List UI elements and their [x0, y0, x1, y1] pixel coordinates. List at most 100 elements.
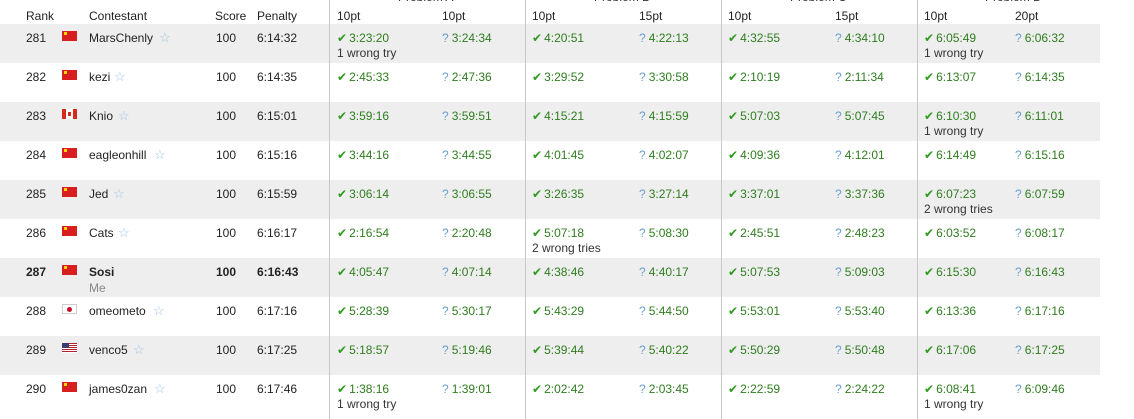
contestant-name[interactable]: Sosi [89, 265, 115, 279]
favorite-star-icon[interactable]: ☆ [154, 381, 166, 396]
unverified-cell[interactable]: ? 5:40:22 [639, 343, 689, 357]
contestant-name[interactable]: james0zan [89, 382, 148, 396]
contestant-name[interactable]: Cats [89, 226, 114, 240]
solved-cell[interactable]: ✔ 3:23:20 [337, 31, 389, 45]
unverified-cell[interactable]: ? 5:44:50 [639, 304, 689, 318]
solved-cell[interactable]: ✔ 4:32:55 [728, 31, 780, 45]
unverified-cell[interactable]: ? 5:07:45 [835, 109, 885, 123]
unverified-cell[interactable]: ? 2:20:48 [442, 226, 492, 240]
unverified-cell[interactable]: ? 4:34:10 [835, 31, 885, 45]
solved-cell[interactable]: ✔ 2:16:54 [337, 226, 389, 240]
favorite-star-icon[interactable]: ☆ [113, 186, 125, 201]
solved-cell[interactable]: ✔ 6:14:49 [924, 148, 976, 162]
unverified-cell[interactable]: ? 2:11:34 [835, 70, 884, 84]
solved-cell[interactable]: ✔ 6:03:52 [924, 226, 976, 240]
favorite-star-icon[interactable]: ☆ [118, 225, 130, 240]
unverified-cell[interactable]: ? 2:47:36 [442, 70, 492, 84]
contestant-name[interactable]: Jed [89, 187, 109, 201]
unverified-cell[interactable]: ? 2:24:22 [835, 382, 885, 396]
unverified-cell[interactable]: ? 4:12:01 [835, 148, 885, 162]
unverified-cell[interactable]: ? 6:14:35 [1015, 70, 1065, 84]
solved-cell[interactable]: ✔ 4:20:51 [532, 31, 584, 45]
solved-cell[interactable]: ✔ 5:07:18 [532, 226, 584, 240]
solved-cell[interactable]: ✔ 6:13:36 [924, 304, 976, 318]
solved-cell[interactable]: ✔ 6:15:30 [924, 265, 976, 279]
favorite-star-icon[interactable]: ☆ [114, 69, 126, 84]
solved-cell[interactable]: ✔ 3:37:01 [728, 187, 780, 201]
solved-cell[interactable]: ✔ 3:29:52 [532, 70, 584, 84]
unverified-cell[interactable]: ? 2:48:23 [835, 226, 885, 240]
unverified-cell[interactable]: ? 3:37:36 [835, 187, 885, 201]
solved-cell[interactable]: ✔ 5:43:29 [532, 304, 584, 318]
unverified-cell[interactable]: ? 6:11:01 [1015, 109, 1064, 123]
favorite-star-icon[interactable]: ☆ [118, 108, 130, 123]
solved-cell[interactable]: ✔ 4:09:36 [728, 148, 780, 162]
solved-cell[interactable]: ✔ 4:05:47 [337, 265, 389, 279]
unverified-cell[interactable]: ? 6:08:17 [1015, 226, 1065, 240]
unverified-cell[interactable]: ? 1:39:01 [442, 382, 492, 396]
unverified-cell[interactable]: ? 6:15:16 [1015, 148, 1065, 162]
unverified-cell[interactable]: ? 4:07:14 [442, 265, 492, 279]
contestant-name[interactable]: eagleonhill [89, 148, 147, 162]
solved-cell[interactable]: ✔ 2:45:33 [337, 70, 389, 84]
solved-cell[interactable]: ✔ 6:10:30 [924, 109, 976, 123]
contestant-name[interactable]: kezi [89, 70, 111, 84]
unverified-cell[interactable]: ? 3:59:51 [442, 109, 492, 123]
solved-cell[interactable]: ✔ 3:44:16 [337, 148, 389, 162]
unverified-cell[interactable]: ? 4:15:59 [639, 109, 689, 123]
unverified-cell[interactable]: ? 3:24:34 [442, 31, 492, 45]
contestant-name[interactable]: MarsChenly [89, 31, 154, 45]
solved-cell[interactable]: ✔ 6:05:49 [924, 31, 976, 45]
solved-cell[interactable]: ✔ 5:28:39 [337, 304, 389, 318]
unverified-cell[interactable]: ? 5:08:30 [639, 226, 689, 240]
solved-cell[interactable]: ✔ 2:10:19 [728, 70, 780, 84]
unverified-cell[interactable]: ? 5:50:48 [835, 343, 885, 357]
solved-cell[interactable]: ✔ 6:17:06 [924, 343, 976, 357]
solved-cell[interactable]: ✔ 5:07:03 [728, 109, 780, 123]
problem-c-header[interactable]: Problem C [790, 0, 847, 4]
solved-cell[interactable]: ✔ 6:08:41 [924, 382, 976, 396]
unverified-cell[interactable]: ? 6:17:16 [1015, 304, 1065, 318]
unverified-cell[interactable]: ? 6:07:59 [1015, 187, 1065, 201]
solved-cell[interactable]: ✔ 2:22:59 [728, 382, 780, 396]
favorite-star-icon[interactable]: ☆ [153, 303, 165, 318]
unverified-cell[interactable]: ? 6:16:43 [1015, 265, 1065, 279]
solved-cell[interactable]: ✔ 5:53:01 [728, 304, 780, 318]
contestant-name[interactable]: omeometo [89, 304, 146, 318]
solved-cell[interactable]: ✔ 5:39:44 [532, 343, 584, 357]
favorite-star-icon[interactable]: ☆ [159, 30, 171, 45]
unverified-cell[interactable]: ? 3:44:55 [442, 148, 492, 162]
solved-cell[interactable]: ✔ 5:50:29 [728, 343, 780, 357]
unverified-cell[interactable]: ? 6:17:25 [1015, 343, 1065, 357]
unverified-cell[interactable]: ? 6:06:32 [1015, 31, 1065, 45]
unverified-cell[interactable]: ? 4:22:13 [639, 31, 689, 45]
unverified-cell[interactable]: ? 3:06:55 [442, 187, 492, 201]
solved-cell[interactable]: ✔ 4:01:45 [532, 148, 584, 162]
solved-cell[interactable]: ✔ 5:18:57 [337, 343, 389, 357]
solved-cell[interactable]: ✔ 1:38:16 [337, 382, 389, 396]
solved-cell[interactable]: ✔ 2:45:51 [728, 226, 780, 240]
unverified-cell[interactable]: ? 2:03:45 [639, 382, 689, 396]
unverified-cell[interactable]: ? 5:30:17 [442, 304, 492, 318]
solved-cell[interactable]: ✔ 3:59:16 [337, 109, 389, 123]
unverified-cell[interactable]: ? 3:27:14 [639, 187, 689, 201]
contestant-name[interactable]: Knio [89, 109, 114, 123]
unverified-cell[interactable]: ? 4:02:07 [639, 148, 689, 162]
solved-cell[interactable]: ✔ 3:26:35 [532, 187, 584, 201]
problem-a-header[interactable]: Problem A [398, 0, 453, 4]
solved-cell[interactable]: ✔ 6:13:07 [924, 70, 976, 84]
unverified-cell[interactable]: ? 5:19:46 [442, 343, 492, 357]
solved-cell[interactable]: ✔ 6:07:23 [924, 187, 976, 201]
problem-b-header[interactable]: Problem B [594, 0, 650, 4]
favorite-star-icon[interactable]: ☆ [154, 147, 166, 162]
solved-cell[interactable]: ✔ 4:15:21 [532, 109, 584, 123]
contestant-name[interactable]: venco5 [89, 343, 128, 357]
unverified-cell[interactable]: ? 5:09:03 [835, 265, 885, 279]
unverified-cell[interactable]: ? 4:40:17 [639, 265, 689, 279]
solved-cell[interactable]: ✔ 2:02:42 [532, 382, 584, 396]
unverified-cell[interactable]: ? 6:09:46 [1015, 382, 1065, 396]
problem-d-header[interactable]: Problem D [985, 0, 1042, 4]
favorite-star-icon[interactable]: ☆ [133, 342, 145, 357]
solved-cell[interactable]: ✔ 3:06:14 [337, 187, 389, 201]
unverified-cell[interactable]: ? 3:30:58 [639, 70, 689, 84]
